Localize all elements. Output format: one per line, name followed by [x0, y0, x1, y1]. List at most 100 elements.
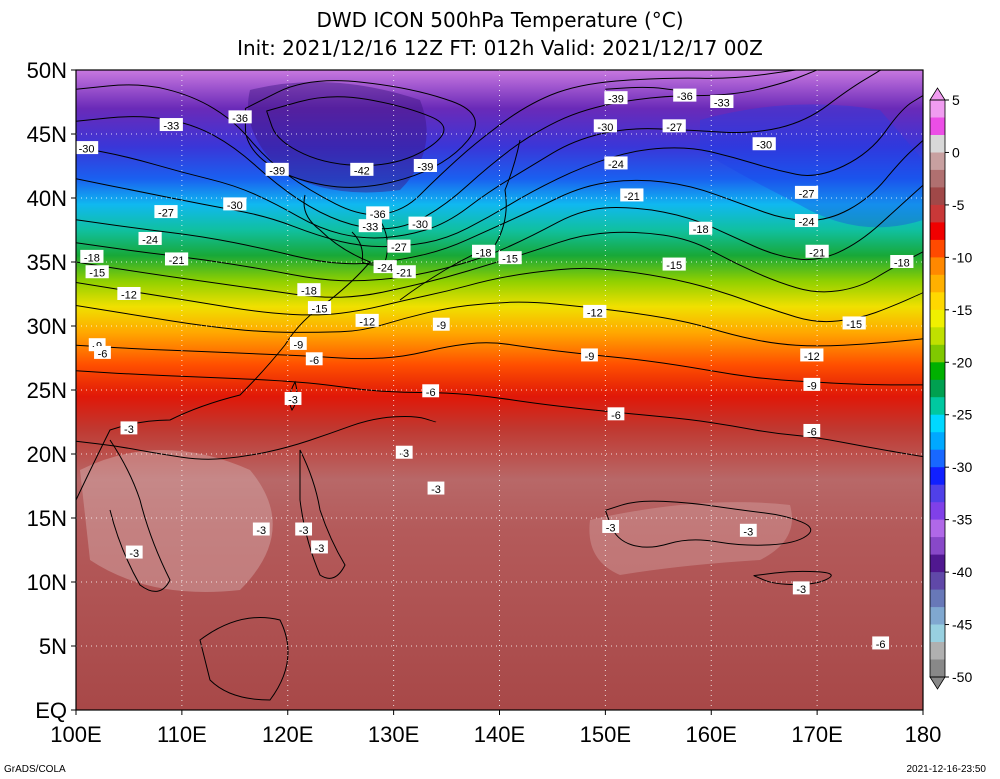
contour-label: -12 — [800, 348, 824, 363]
contour-label-text: -3 — [129, 548, 139, 560]
contour-label: -9 — [803, 377, 821, 392]
contour-label-text: -42 — [354, 165, 370, 177]
contour-labels: -39 -36-33-36-33-30-39 -42 -39-30 -27-30-24-… — [76, 88, 914, 651]
contour-label-text: -36 — [370, 209, 386, 221]
contour-label: -18 — [689, 221, 713, 236]
contour-label-box — [427, 481, 445, 495]
contour-label: -3 — [311, 540, 328, 555]
colorbar-segment — [930, 117, 945, 136]
isotherm--21 — [76, 184, 923, 282]
contour-label-box — [85, 265, 109, 279]
lat-tick-label: 50N — [27, 58, 67, 83]
lon-tick-label: 170E — [791, 722, 842, 747]
coastline-korea — [351, 219, 389, 266]
contour-label-box — [800, 348, 824, 362]
contour-label-box — [395, 445, 413, 459]
contour-label-box — [673, 88, 697, 102]
colorbar-tick-label: 0 — [952, 144, 960, 160]
contour-label-text: -30 — [597, 122, 613, 134]
contour-label: -3 — [295, 522, 313, 537]
contour-label: -9 — [432, 317, 450, 332]
contour-label-box — [583, 304, 607, 318]
contour-label-text: -6 — [876, 639, 886, 651]
contour-label: -30 — [408, 216, 432, 231]
contour-label-box — [710, 95, 734, 108]
contour-label-box — [803, 377, 821, 391]
contour-label-box — [604, 156, 628, 170]
contour-label-text: -24 — [799, 217, 815, 229]
contour-label: -3 — [125, 545, 143, 560]
contour-label: -24 — [604, 156, 628, 171]
contour-label-text: -12 — [121, 290, 137, 302]
coastline-taiwan — [289, 380, 298, 411]
contour-label-text: -30 — [412, 219, 428, 231]
colorbar-segment — [930, 169, 945, 188]
contour-label-box — [581, 348, 598, 362]
isotherm--36 — [76, 70, 797, 216]
contour-label-text: -24 — [377, 263, 393, 275]
lat-tick-label: 20N — [27, 442, 67, 467]
colorbar-tick-label: 5 — [952, 92, 960, 108]
contour-label: -21 — [620, 188, 644, 203]
contour-label: -15 — [85, 265, 109, 280]
contour-label-box — [125, 545, 143, 559]
colorbar-segment — [930, 659, 945, 678]
contour-label-box — [120, 421, 138, 435]
isotherm--12 — [76, 301, 923, 347]
contour-label: -33 — [358, 219, 382, 234]
contour-label-box — [607, 407, 625, 421]
contour-label-box — [305, 352, 323, 366]
colorbar-segment — [930, 152, 945, 171]
colorbar-segment — [930, 397, 945, 416]
isotherm--30 — [76, 70, 882, 239]
contour-label-text: -6 — [426, 387, 436, 399]
colorbar-tick-label: -35 — [952, 512, 972, 528]
contour-label: -12 — [117, 287, 141, 302]
contour-label-text: -15 — [846, 319, 862, 331]
contour-label-text: -12 — [804, 351, 820, 363]
contour-label-text: -27 — [391, 242, 407, 254]
contour-label: -42 — [350, 162, 374, 177]
colorbar-segment — [930, 362, 945, 381]
contour-label-box — [154, 205, 178, 219]
contour-label: -3 — [252, 522, 270, 537]
contour-label: -6 — [422, 384, 440, 399]
contour-label: -30 — [76, 141, 99, 156]
colorbar-tick-label: -30 — [952, 459, 972, 475]
contour-label-box — [794, 214, 819, 228]
gridlines — [76, 70, 923, 710]
colorbar-tick-label: -5 — [952, 197, 965, 213]
contour-label-text: -39 — [608, 94, 624, 106]
isotherm--24 — [76, 140, 923, 265]
contour-label-text: -21 — [809, 247, 825, 259]
colorbar-segment — [930, 484, 945, 503]
contour-label: -36 — [366, 206, 390, 221]
contour-label: -6 — [94, 345, 111, 360]
contour-label-text: -15 — [502, 254, 518, 266]
contour-label: -36 — [673, 88, 697, 103]
contour-label: -12 — [355, 313, 379, 328]
contour-label-box — [358, 219, 382, 233]
colorbar-segment — [930, 257, 945, 276]
contour-label-text: -6 — [309, 355, 319, 367]
contour-label-text: -36 — [232, 113, 248, 125]
contour-label-text: -27 — [666, 122, 682, 134]
contour-label-text: -21 — [396, 268, 412, 280]
contour-label-text: -24 — [142, 234, 158, 246]
isotherm--9 — [76, 342, 923, 386]
contour-label-text: -12 — [587, 307, 603, 319]
colorbar-min-arrow — [929, 676, 946, 690]
contour-label-text: -33 — [714, 98, 730, 110]
contour-label-box — [498, 251, 522, 265]
contour-label: -27 — [662, 119, 686, 134]
contour-label-box — [602, 519, 620, 533]
contour-label: -3 — [602, 519, 620, 534]
contour-label-text: -3 — [299, 525, 309, 537]
isotherm--33 — [76, 70, 818, 230]
contour-label-box — [159, 118, 183, 132]
colorbar-segment — [930, 589, 945, 608]
contour-label: -21 — [164, 252, 189, 267]
isotherm--42 — [266, 96, 445, 166]
colorbar-segment — [930, 624, 945, 643]
